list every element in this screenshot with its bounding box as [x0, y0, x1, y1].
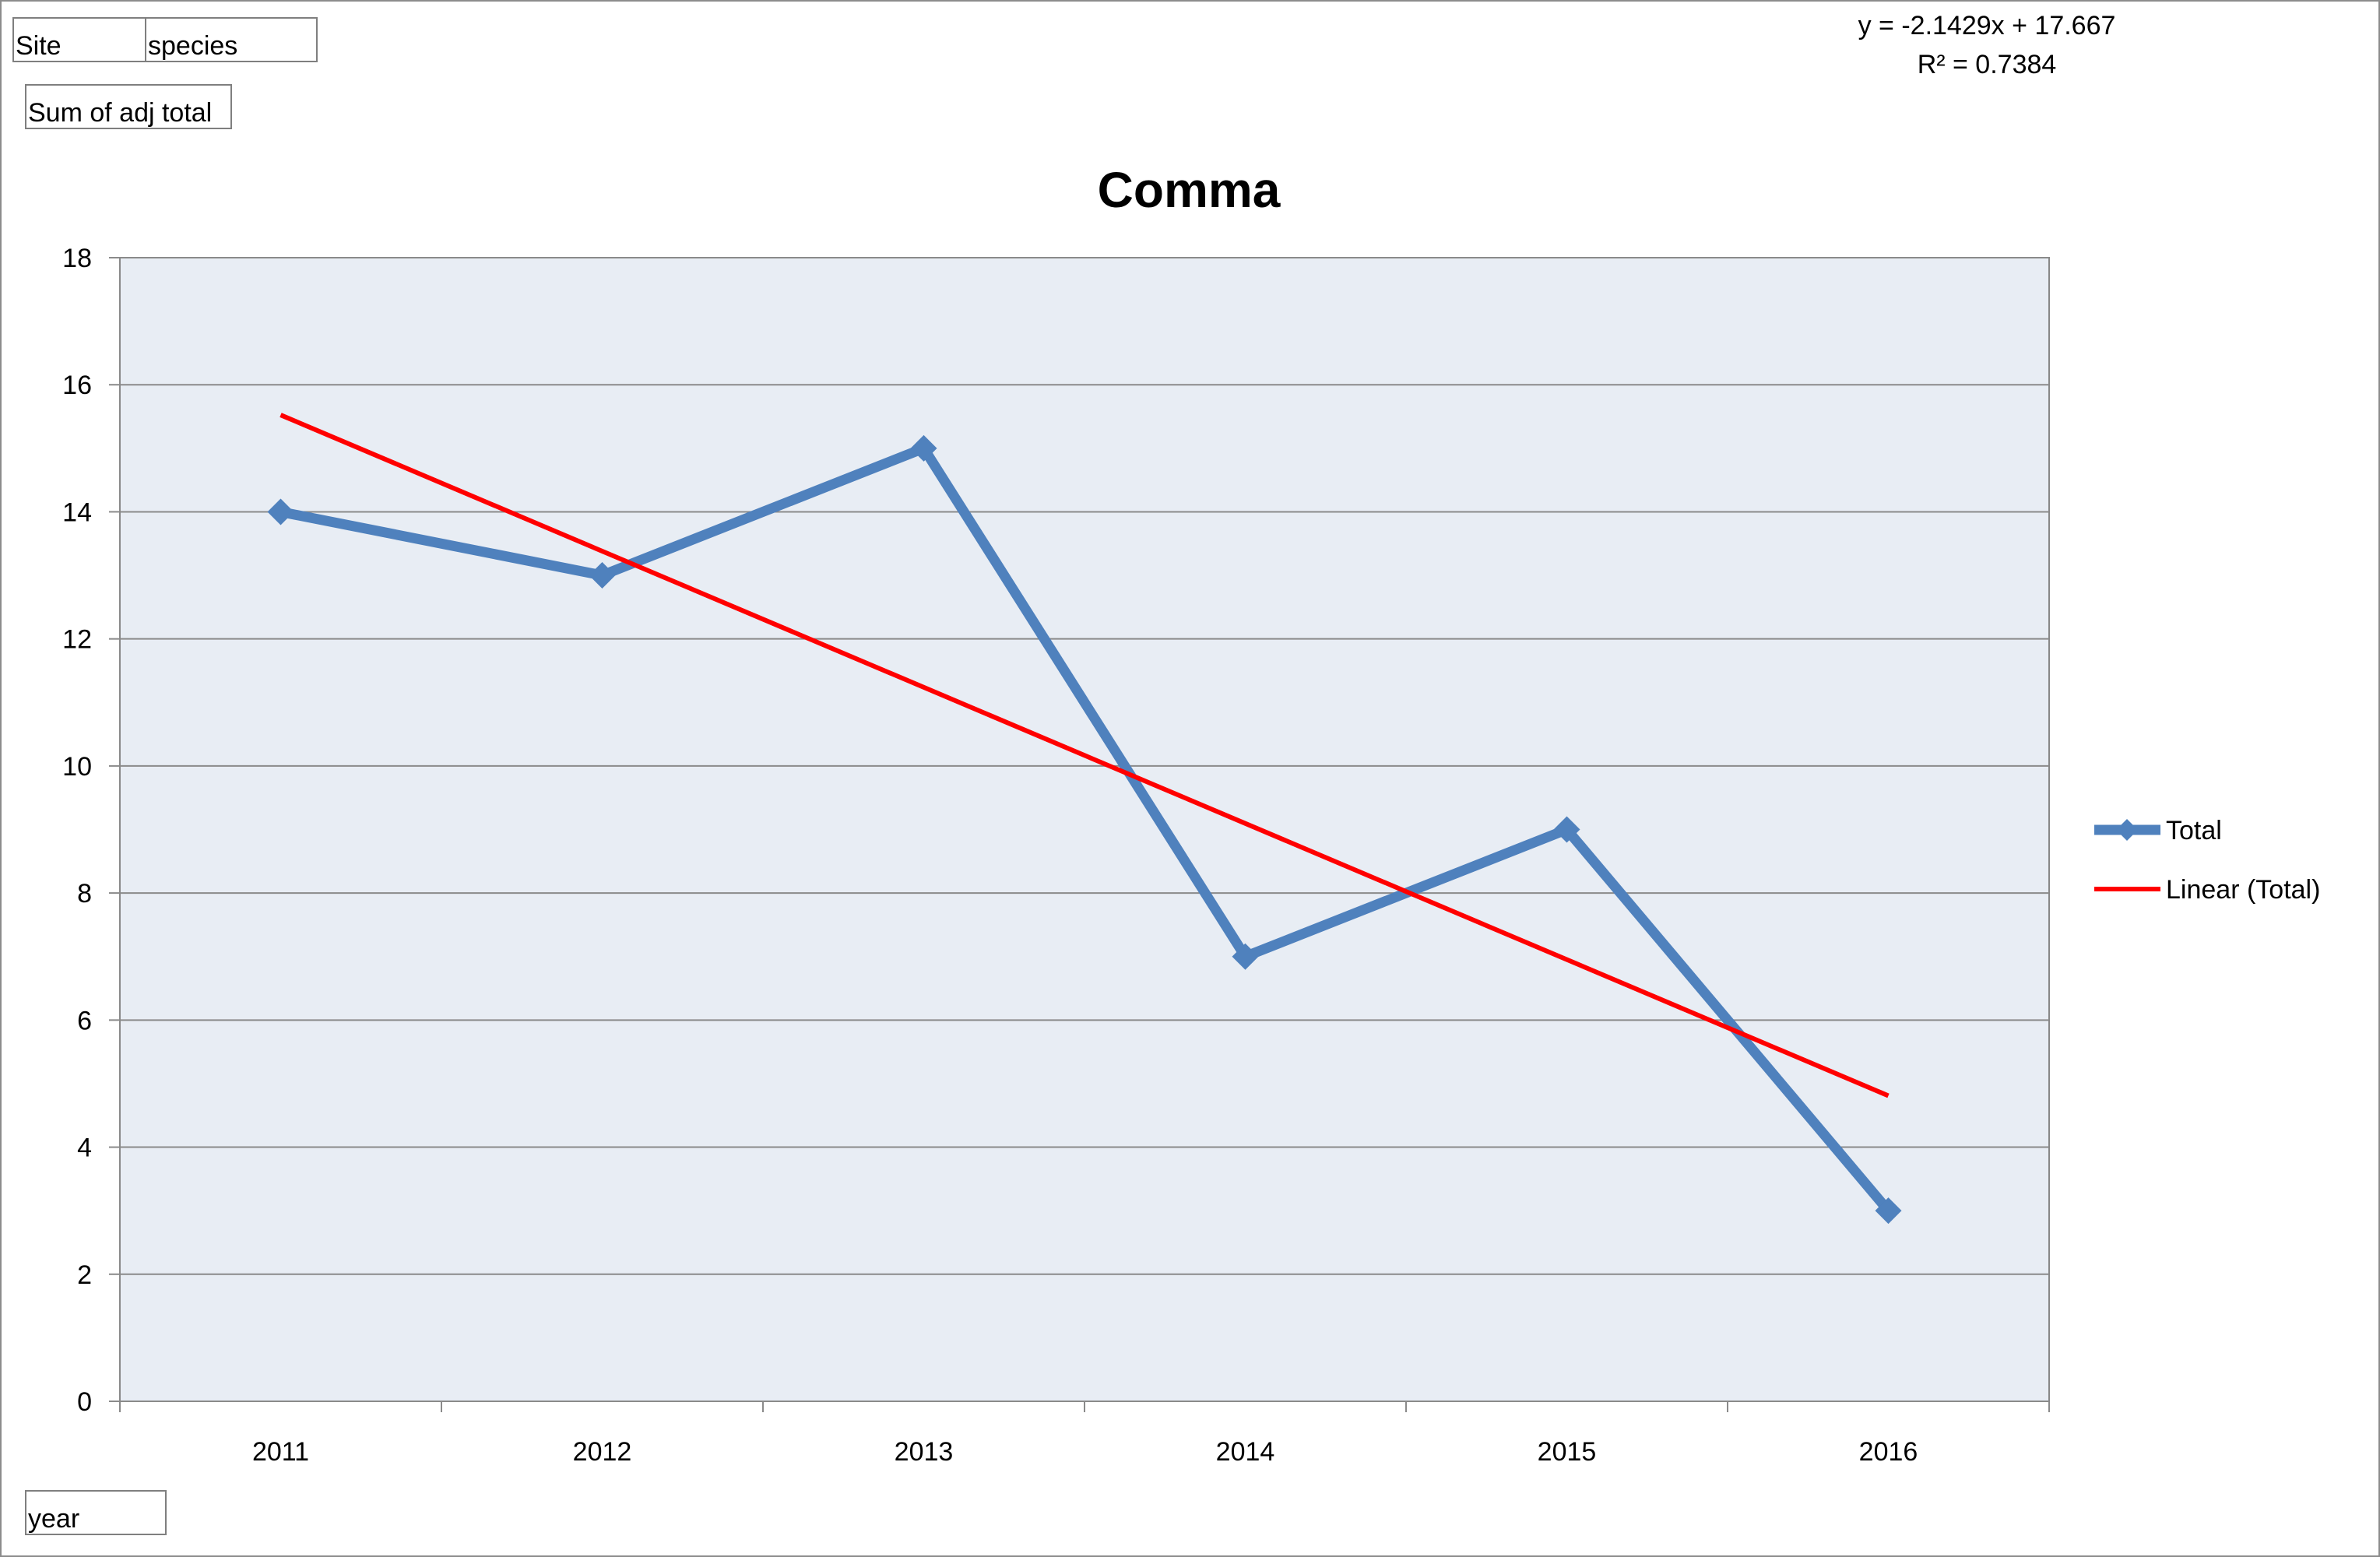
legend-linear-label: Linear (Total): [2166, 875, 2320, 905]
filter-species-label: species: [148, 31, 238, 61]
data-field-button[interactable]: Sum of adj total: [25, 84, 232, 129]
trendline-equation: y = -2.1429x + 17.667: [1858, 11, 2116, 40]
trendline-r-squared: R² = 0.7384: [1918, 50, 2057, 79]
y-tick-label-12: 12: [62, 625, 92, 655]
y-tick-label-10: 10: [62, 752, 92, 782]
y-tick-label-8: 8: [77, 879, 92, 909]
y-tick-label-14: 14: [62, 497, 92, 527]
x-tick-label-2015: 2015: [1538, 1437, 1597, 1467]
data-point-2011: [267, 498, 294, 525]
legend: Total Linear (Total): [2094, 816, 2320, 905]
legend-total-marker-icon: [2116, 819, 2138, 841]
axis-field-button[interactable]: year: [25, 1490, 167, 1535]
x-tick-label-2016: 2016: [1859, 1437, 1918, 1467]
plot-area: 0 2 4 6 8 10 12 14 16 18 2011 2012 2013 2014 2015 2016: [62, 244, 2050, 1467]
x-tick-label-2013: 2013: [895, 1437, 954, 1467]
y-tick-label-6: 6: [77, 1006, 92, 1035]
data-point-2014: [1232, 943, 1259, 970]
y-tick-label-4: 4: [77, 1133, 92, 1163]
data-point-2012: [589, 562, 616, 589]
trendline-linear: [279, 413, 1890, 1098]
filter-site-button[interactable]: Site: [12, 17, 146, 62]
chart-title: Comma: [1098, 162, 1281, 218]
x-tick-label-2011: 2011: [252, 1437, 309, 1467]
y-tick-label-0: 0: [77, 1387, 92, 1417]
series-total-line: [276, 441, 1893, 1216]
axis-field-label: year: [28, 1504, 80, 1534]
y-tick-label-18: 18: [62, 244, 92, 273]
x-tick-label-2014: 2014: [1216, 1437, 1275, 1467]
filter-species-button[interactable]: species: [145, 17, 318, 62]
x-tick-label-2012: 2012: [573, 1437, 632, 1467]
legend-total-label: Total: [2166, 816, 2222, 845]
plot-background: [119, 257, 2050, 1402]
data-point-2013: [910, 434, 937, 462]
data-point-2016: [1875, 1197, 1902, 1225]
y-tick-label-2: 2: [77, 1260, 92, 1290]
filter-site-label: Site: [16, 31, 62, 61]
data-field-label: Sum of adj total: [28, 98, 213, 128]
data-point-2015: [1553, 816, 1580, 843]
y-tick-label-16: 16: [62, 371, 92, 400]
